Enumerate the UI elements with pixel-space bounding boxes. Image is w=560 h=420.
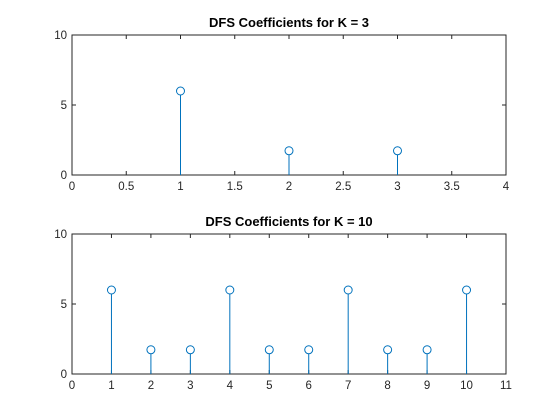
x-tick-label: 5	[266, 380, 272, 392]
x-tick-label: 1	[177, 181, 183, 193]
x-tick-label: 11	[500, 380, 512, 392]
y-tick-label: 0	[61, 170, 67, 182]
x-tick-label: 0	[69, 380, 75, 392]
x-tick-label: 2	[286, 181, 292, 193]
stem-marker	[284, 146, 294, 156]
y-tick-label: 5	[61, 299, 67, 311]
chart-title: DFS Coefficients for K = 3	[209, 15, 369, 30]
x-tick-label: 8	[384, 380, 390, 392]
x-tick-label: 6	[306, 380, 312, 392]
x-tick-label: 3.5	[444, 181, 460, 193]
stem-marker	[422, 345, 432, 355]
x-tick-label: 2.5	[335, 181, 351, 193]
y-tick-label: 10	[54, 229, 67, 241]
stem-marker	[106, 285, 116, 295]
stem-marker	[343, 285, 353, 295]
x-tick-label: 9	[424, 380, 430, 392]
x-tick-label: 1	[108, 380, 114, 392]
axes-frame	[71, 233, 507, 375]
x-tick-label: 0	[69, 181, 75, 193]
chart-title: DFS Coefficients for K = 10	[205, 214, 372, 229]
x-tick-label: 10	[460, 380, 473, 392]
y-tick-label: 0	[61, 369, 67, 381]
y-tick-label: 10	[54, 30, 67, 42]
stem-marker	[264, 345, 274, 355]
x-tick-label: 0.5	[118, 181, 134, 193]
stem-marker	[393, 146, 402, 156]
x-tick-label: 3	[187, 380, 193, 392]
stem-marker	[304, 345, 314, 355]
top-axes: DFS Coefficients for K = 3 0 0.5 1 1.5 2 2.5 3 3…	[54, 15, 510, 193]
x-tick-label: 7	[345, 380, 351, 392]
x-tick-label: 1.5	[227, 181, 243, 193]
stem-marker	[383, 345, 393, 355]
y-tick-label: 5	[61, 100, 67, 112]
x-tick-label: 3	[394, 181, 400, 193]
stem-marker	[176, 86, 185, 96]
bottom-axes: DFS Coefficients for K = 10 0 1 2 3 4 5 6 7 8 9 10 1…	[54, 214, 512, 392]
stem-marker	[225, 285, 235, 295]
x-tick-label: 4	[227, 380, 234, 392]
stem-marker	[185, 345, 195, 355]
x-tick-label: 2	[148, 380, 154, 392]
stem-marker	[462, 285, 472, 295]
stem-marker	[146, 345, 156, 355]
x-tick-label: 4	[503, 181, 510, 193]
axes-frame	[71, 34, 507, 176]
